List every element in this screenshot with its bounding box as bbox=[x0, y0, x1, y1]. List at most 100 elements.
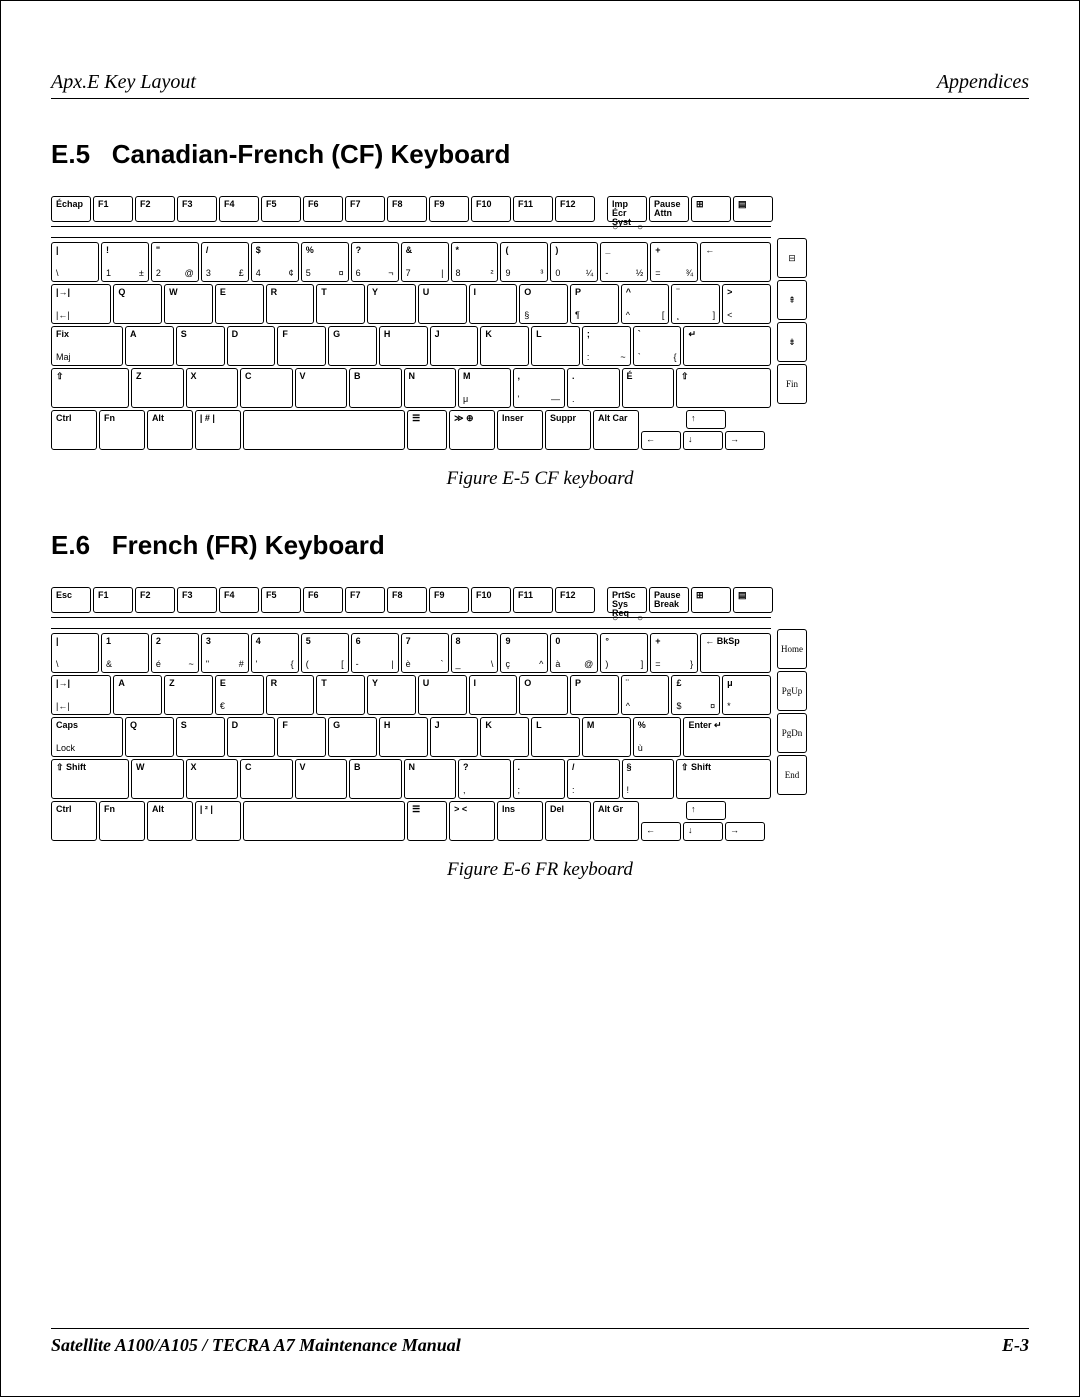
keyboard-key: ,'— bbox=[513, 368, 566, 408]
keyboard-key: W bbox=[164, 284, 213, 324]
keyboard-row: EscF1F2F3F4F5F6F7F8F9F10F11F12PrtSc Sys … bbox=[51, 587, 771, 613]
figure-caption-fr: Figure E-6 FR keyboard bbox=[51, 859, 1029, 881]
keyboard-key: +=¾ bbox=[650, 242, 698, 282]
keyboard-key: ↵ bbox=[683, 326, 771, 366]
keyboard-key: V bbox=[295, 759, 348, 799]
keyboard-key: F1 bbox=[93, 196, 133, 222]
keyboard-key: ≫ ⊕ bbox=[449, 410, 495, 450]
keyboard-key: H bbox=[379, 717, 428, 757]
keyboard-key: ?6¬ bbox=[351, 242, 399, 282]
keyboard-key: ⇧ Shift bbox=[51, 759, 129, 799]
keyboard-key: ⇧ Shift bbox=[676, 759, 771, 799]
keyboard-key: J bbox=[430, 717, 479, 757]
keyboard-key: F3 bbox=[177, 587, 217, 613]
keyboard-key: ← bbox=[641, 431, 681, 450]
keyboard-key: G bbox=[328, 717, 377, 757]
keyboard-key: H bbox=[379, 326, 428, 366]
cf-keyboard-diagram: ÉchapF1F2F3F4F5F6F7F8F9F10F11F12Imp Écr … bbox=[51, 196, 771, 450]
keyboard-key: Enter ↵ bbox=[683, 717, 771, 757]
keyboard-key: $4¢ bbox=[251, 242, 299, 282]
keyboard-key: μ* bbox=[722, 675, 771, 715]
keyboard-key: R bbox=[266, 284, 315, 324]
keyboard-key: F2 bbox=[135, 196, 175, 222]
keyboard-row: |→||←|AZE€RTYUIOP¨^£$¤μ* bbox=[51, 675, 771, 715]
keyboard-key: ;:~ bbox=[582, 326, 631, 366]
side-key: End bbox=[777, 755, 807, 795]
keyboard-key: 3"# bbox=[201, 633, 249, 673]
keyboard-key: 5([ bbox=[301, 633, 349, 673]
keyboard-key: (9³ bbox=[500, 242, 548, 282]
keyboard-key bbox=[597, 587, 605, 613]
page-header: Apx.E Key Layout Appendices bbox=[51, 71, 1029, 99]
keyboard-key: *8² bbox=[451, 242, 499, 282]
keyboard-key: ↑ bbox=[686, 410, 726, 429]
keyboard-key: /3£ bbox=[201, 242, 249, 282]
keyboard-key: F1 bbox=[93, 587, 133, 613]
keyboard-key: )0¼ bbox=[550, 242, 598, 282]
header-right: Appendices bbox=[937, 71, 1029, 94]
keyboard-key: L bbox=[531, 326, 580, 366]
keyboard-key: Mμ bbox=[458, 368, 511, 408]
keyboard-key: F bbox=[277, 717, 326, 757]
keyboard-key: Alt bbox=[147, 801, 193, 841]
keyboard-key: ⊞ bbox=[691, 196, 731, 222]
keyboard-key: X bbox=[186, 368, 239, 408]
keyboard-row: |→||←|QWERTYUIO§P¶^^[¨¸]>< bbox=[51, 284, 771, 324]
keyboard-key: F11 bbox=[513, 587, 553, 613]
keyboard-key: Suppr bbox=[545, 410, 591, 450]
arrow-cluster: ↑←↓→ bbox=[641, 801, 771, 841]
keyboard-key: Ctrl bbox=[51, 410, 97, 450]
keyboard-key: "2@ bbox=[151, 242, 199, 282]
keyboard-key: Pause Attn bbox=[649, 196, 689, 222]
keyboard-key: PrtSc Sys Req bbox=[607, 587, 647, 613]
keyboard-key: Q bbox=[113, 284, 162, 324]
keyboard-key: ▤ bbox=[733, 196, 773, 222]
keyboard-key: FixMaj bbox=[51, 326, 123, 366]
keyboard-key: F7 bbox=[345, 196, 385, 222]
section-num: E.5 bbox=[51, 139, 90, 169]
keyboard-key: F2 bbox=[135, 587, 175, 613]
keyboard-row: CtrlFnAlt| # |☰≫ ⊕InserSupprAlt Car↑←↓→ bbox=[51, 410, 771, 450]
keyboard-row: CtrlFnAlt| ² |☰> <InsDelAlt Gr↑←↓→ bbox=[51, 801, 771, 841]
indicator-bar bbox=[51, 617, 771, 629]
keyboard-key: Pause Break bbox=[649, 587, 689, 613]
header-left: Apx.E Key Layout bbox=[51, 71, 196, 94]
keyboard-key: Y bbox=[367, 675, 416, 715]
section-text: French (FR) Keyboard bbox=[112, 530, 385, 560]
keyboard-key: → bbox=[725, 431, 765, 450]
keyboard-key: F6 bbox=[303, 196, 343, 222]
keyboard-key: É bbox=[622, 368, 675, 408]
keyboard-key: &7| bbox=[401, 242, 449, 282]
keyboard-key: ⇧ bbox=[676, 368, 771, 408]
figure-fr-keyboard: EscF1F2F3F4F5F6F7F8F9F10F11F12PrtSc Sys … bbox=[51, 587, 1029, 841]
keyboard-key: F6 bbox=[303, 587, 343, 613]
keyboard-key: 7è` bbox=[401, 633, 449, 673]
keyboard-key: F9 bbox=[429, 587, 469, 613]
side-key: Fin bbox=[777, 364, 807, 404]
keyboard-key: §! bbox=[622, 759, 675, 799]
cf-side-keys: ⊟⇞⇟Fin bbox=[777, 196, 807, 404]
keyboard-key: F5 bbox=[261, 196, 301, 222]
fr-keyboard-diagram: EscF1F2F3F4F5F6F7F8F9F10F11F12PrtSc Sys … bbox=[51, 587, 771, 841]
keyboard-key: ↓ bbox=[683, 431, 723, 450]
keyboard-row: ÉchapF1F2F3F4F5F6F7F8F9F10F11F12Imp Écr … bbox=[51, 196, 771, 222]
keyboard-key: ← BkSp bbox=[700, 633, 771, 673]
footer-right: E-3 bbox=[1002, 1335, 1029, 1356]
keyboard-key: ⊞ bbox=[691, 587, 731, 613]
keyboard-key: ↓ bbox=[683, 822, 723, 841]
keyboard-key: Fn bbox=[99, 410, 145, 450]
keyboard-key: £$¤ bbox=[671, 675, 720, 715]
keyboard-key: S bbox=[176, 717, 225, 757]
keyboard-key: ^^[ bbox=[621, 284, 670, 324]
keyboard-key: U bbox=[418, 675, 467, 715]
keyboard-row: ⇧ZXCVBNMμ,'—..É⇧ bbox=[51, 368, 771, 408]
keyboard-key: W bbox=[131, 759, 184, 799]
keyboard-key: Inser bbox=[497, 410, 543, 450]
keyboard-key: → bbox=[725, 822, 765, 841]
keyboard-key: A bbox=[113, 675, 162, 715]
side-key: PgDn bbox=[777, 713, 807, 753]
keyboard-key: N bbox=[404, 368, 457, 408]
keyboard-key: O§ bbox=[519, 284, 568, 324]
keyboard-key: |→||←| bbox=[51, 675, 111, 715]
keyboard-key: F5 bbox=[261, 587, 301, 613]
